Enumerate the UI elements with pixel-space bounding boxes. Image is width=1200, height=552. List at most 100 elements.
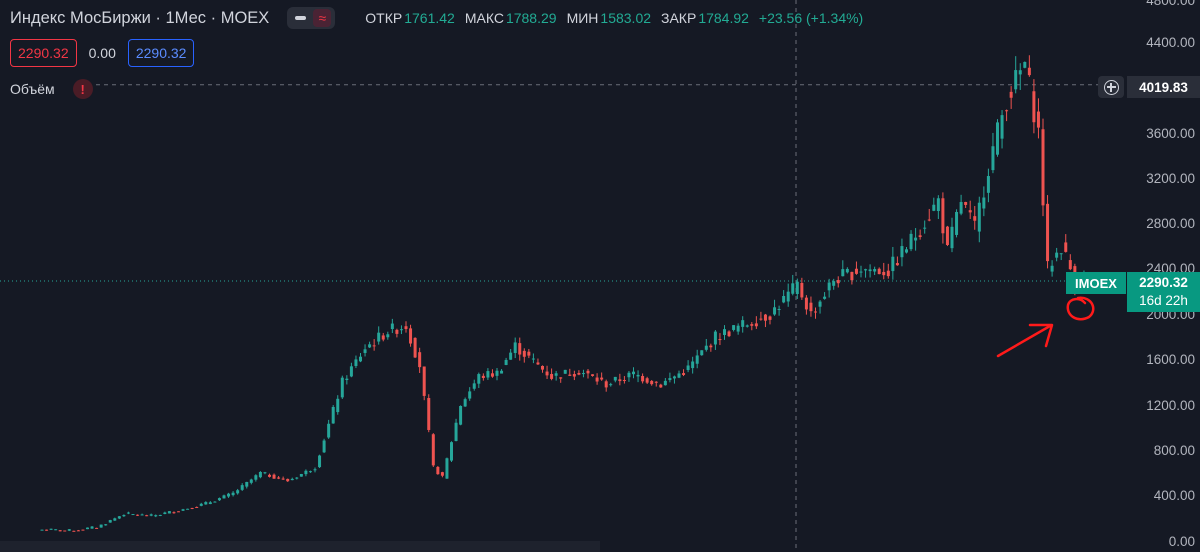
candle-body xyxy=(559,377,563,379)
candle-body xyxy=(909,233,913,250)
candle-body xyxy=(814,311,817,313)
candle-body xyxy=(172,512,176,514)
candle-body xyxy=(354,359,358,366)
candle-body xyxy=(695,355,699,364)
time-axis-strip[interactable] xyxy=(0,541,600,552)
buy-price-button[interactable]: 2290.32 xyxy=(127,39,195,67)
candle-body xyxy=(1027,67,1031,76)
candle-body xyxy=(914,237,918,241)
candle-body xyxy=(504,359,508,365)
volume-label[interactable]: Объём xyxy=(10,81,55,97)
candle-body xyxy=(290,478,294,481)
candle-body xyxy=(422,366,426,396)
candle-body xyxy=(186,508,190,510)
candle-body xyxy=(841,269,845,277)
candle-body xyxy=(718,339,722,341)
candle-body xyxy=(436,466,440,475)
candle-body xyxy=(668,378,672,381)
candle-body xyxy=(190,507,194,509)
candle-body xyxy=(568,374,572,376)
ohlc-values: ОТКР 1761.42 МАКС 1788.29 МИН 1583.02 ЗА… xyxy=(365,10,863,26)
candle-body xyxy=(627,372,631,378)
volume-indicator[interactable]: Объём ! xyxy=(10,79,93,99)
candle-body xyxy=(86,527,89,530)
candle-body xyxy=(973,216,977,221)
candle-body xyxy=(845,268,849,273)
plus-circle-icon[interactable] xyxy=(1103,79,1119,95)
wave-icon[interactable]: ≈ xyxy=(313,9,332,27)
candle-body xyxy=(272,474,276,479)
candle-body xyxy=(72,530,76,532)
candle-body xyxy=(281,478,285,480)
candle-body xyxy=(1050,265,1054,272)
candle-body xyxy=(572,374,576,377)
candle-body xyxy=(773,307,777,315)
candle-body xyxy=(936,198,940,212)
candle-body xyxy=(986,176,990,193)
candle-body xyxy=(686,365,690,371)
candle-body xyxy=(140,514,144,516)
high-label: МАКС xyxy=(464,10,504,26)
candle-body xyxy=(409,328,413,344)
symbol-title[interactable]: Индекс МосБиржи · 1Мес · MOEX xyxy=(10,8,270,27)
candle-body xyxy=(395,329,399,334)
candle-body xyxy=(45,529,49,531)
candle-body xyxy=(390,323,394,330)
candle-body xyxy=(1041,129,1045,206)
candle-body xyxy=(672,376,676,379)
candle-body xyxy=(768,316,772,320)
candle-body xyxy=(700,350,704,356)
candle-body xyxy=(1055,252,1059,258)
trade-price-row: 2290.32 0.00 2290.32 xyxy=(10,39,195,67)
candle-body xyxy=(941,198,945,234)
candle-body xyxy=(349,366,353,377)
minus-icon[interactable] xyxy=(295,16,307,20)
candle-body xyxy=(99,524,103,528)
candle-body xyxy=(217,498,221,501)
candle-body xyxy=(1009,91,1013,98)
sell-price-button[interactable]: 2290.32 xyxy=(10,39,77,67)
warning-icon[interactable]: ! xyxy=(72,79,93,99)
candle-body xyxy=(359,356,362,362)
candle-body xyxy=(800,282,804,298)
candle-body xyxy=(340,377,344,398)
candle-body xyxy=(277,477,281,479)
candle-body xyxy=(204,502,208,505)
add-alert-button[interactable] xyxy=(1098,76,1124,98)
candle-body xyxy=(322,440,326,453)
candle-body xyxy=(541,365,544,370)
candle-body xyxy=(49,528,53,530)
y-tick-label: 4800.00 xyxy=(1146,0,1195,8)
candle-body xyxy=(550,374,554,379)
last-price-symbol-label: IMOEX xyxy=(1066,272,1126,294)
candle-body xyxy=(727,331,731,337)
candle-body xyxy=(481,375,485,379)
candle-body xyxy=(1014,70,1018,90)
candle-body xyxy=(67,529,71,531)
candle-body xyxy=(363,349,367,353)
candle-body xyxy=(450,442,453,461)
legend-toggle[interactable]: ≈ xyxy=(287,7,336,29)
candle-body xyxy=(222,495,226,499)
candle-body xyxy=(308,471,312,473)
candle-body xyxy=(659,384,663,388)
candle-body xyxy=(750,324,754,326)
candle-body xyxy=(413,337,417,358)
candle-body xyxy=(609,384,613,386)
candle-body xyxy=(632,371,635,375)
candle-body xyxy=(905,249,908,253)
candle-body xyxy=(563,369,567,374)
candle-body xyxy=(431,434,435,466)
candle-body xyxy=(713,331,717,345)
candle-body xyxy=(381,335,385,340)
candle-body xyxy=(1023,61,1027,68)
low-label: МИН xyxy=(566,10,599,26)
candle-body xyxy=(873,269,877,272)
candle-body xyxy=(709,345,713,348)
candle-body xyxy=(545,371,549,376)
candle-body xyxy=(177,511,180,513)
candle-body xyxy=(1064,242,1068,252)
spread-value: 0.00 xyxy=(88,45,116,61)
candle-body xyxy=(809,302,813,312)
